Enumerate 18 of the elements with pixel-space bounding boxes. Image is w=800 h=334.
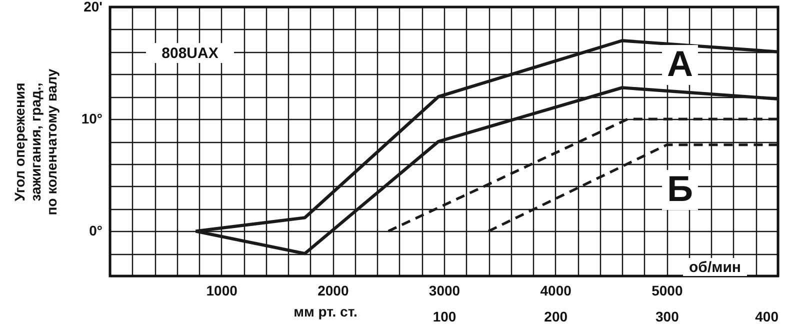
y-axis-title: Угол опережения зажигания, град., по коленчатому валу [11,68,60,216]
annotation: Б [667,168,693,209]
annotation: А [667,43,693,84]
y-tick-label: 10° [81,110,102,127]
x-axis-title: об/мин [689,259,741,276]
x-tick-label: 5000 [652,282,683,298]
y-tick-label: 20' [84,0,102,14]
x-tick-label: 2000 [318,282,349,298]
x-tick-label: 3000 [428,282,460,298]
x2-tick-label: 200 [544,308,568,324]
annotation: 808UAX [162,45,218,62]
x2-tick-label: 100 [432,308,456,324]
x-tick-label: 1000 [206,282,238,298]
x-tick-label: 4000 [540,282,572,298]
x2-tick-label: 300 [655,308,680,324]
y-tick-label: 0° [89,222,102,239]
x2-tick-label: 400 [755,308,779,324]
x2-axis-title: мм рт. ст. [294,304,358,320]
